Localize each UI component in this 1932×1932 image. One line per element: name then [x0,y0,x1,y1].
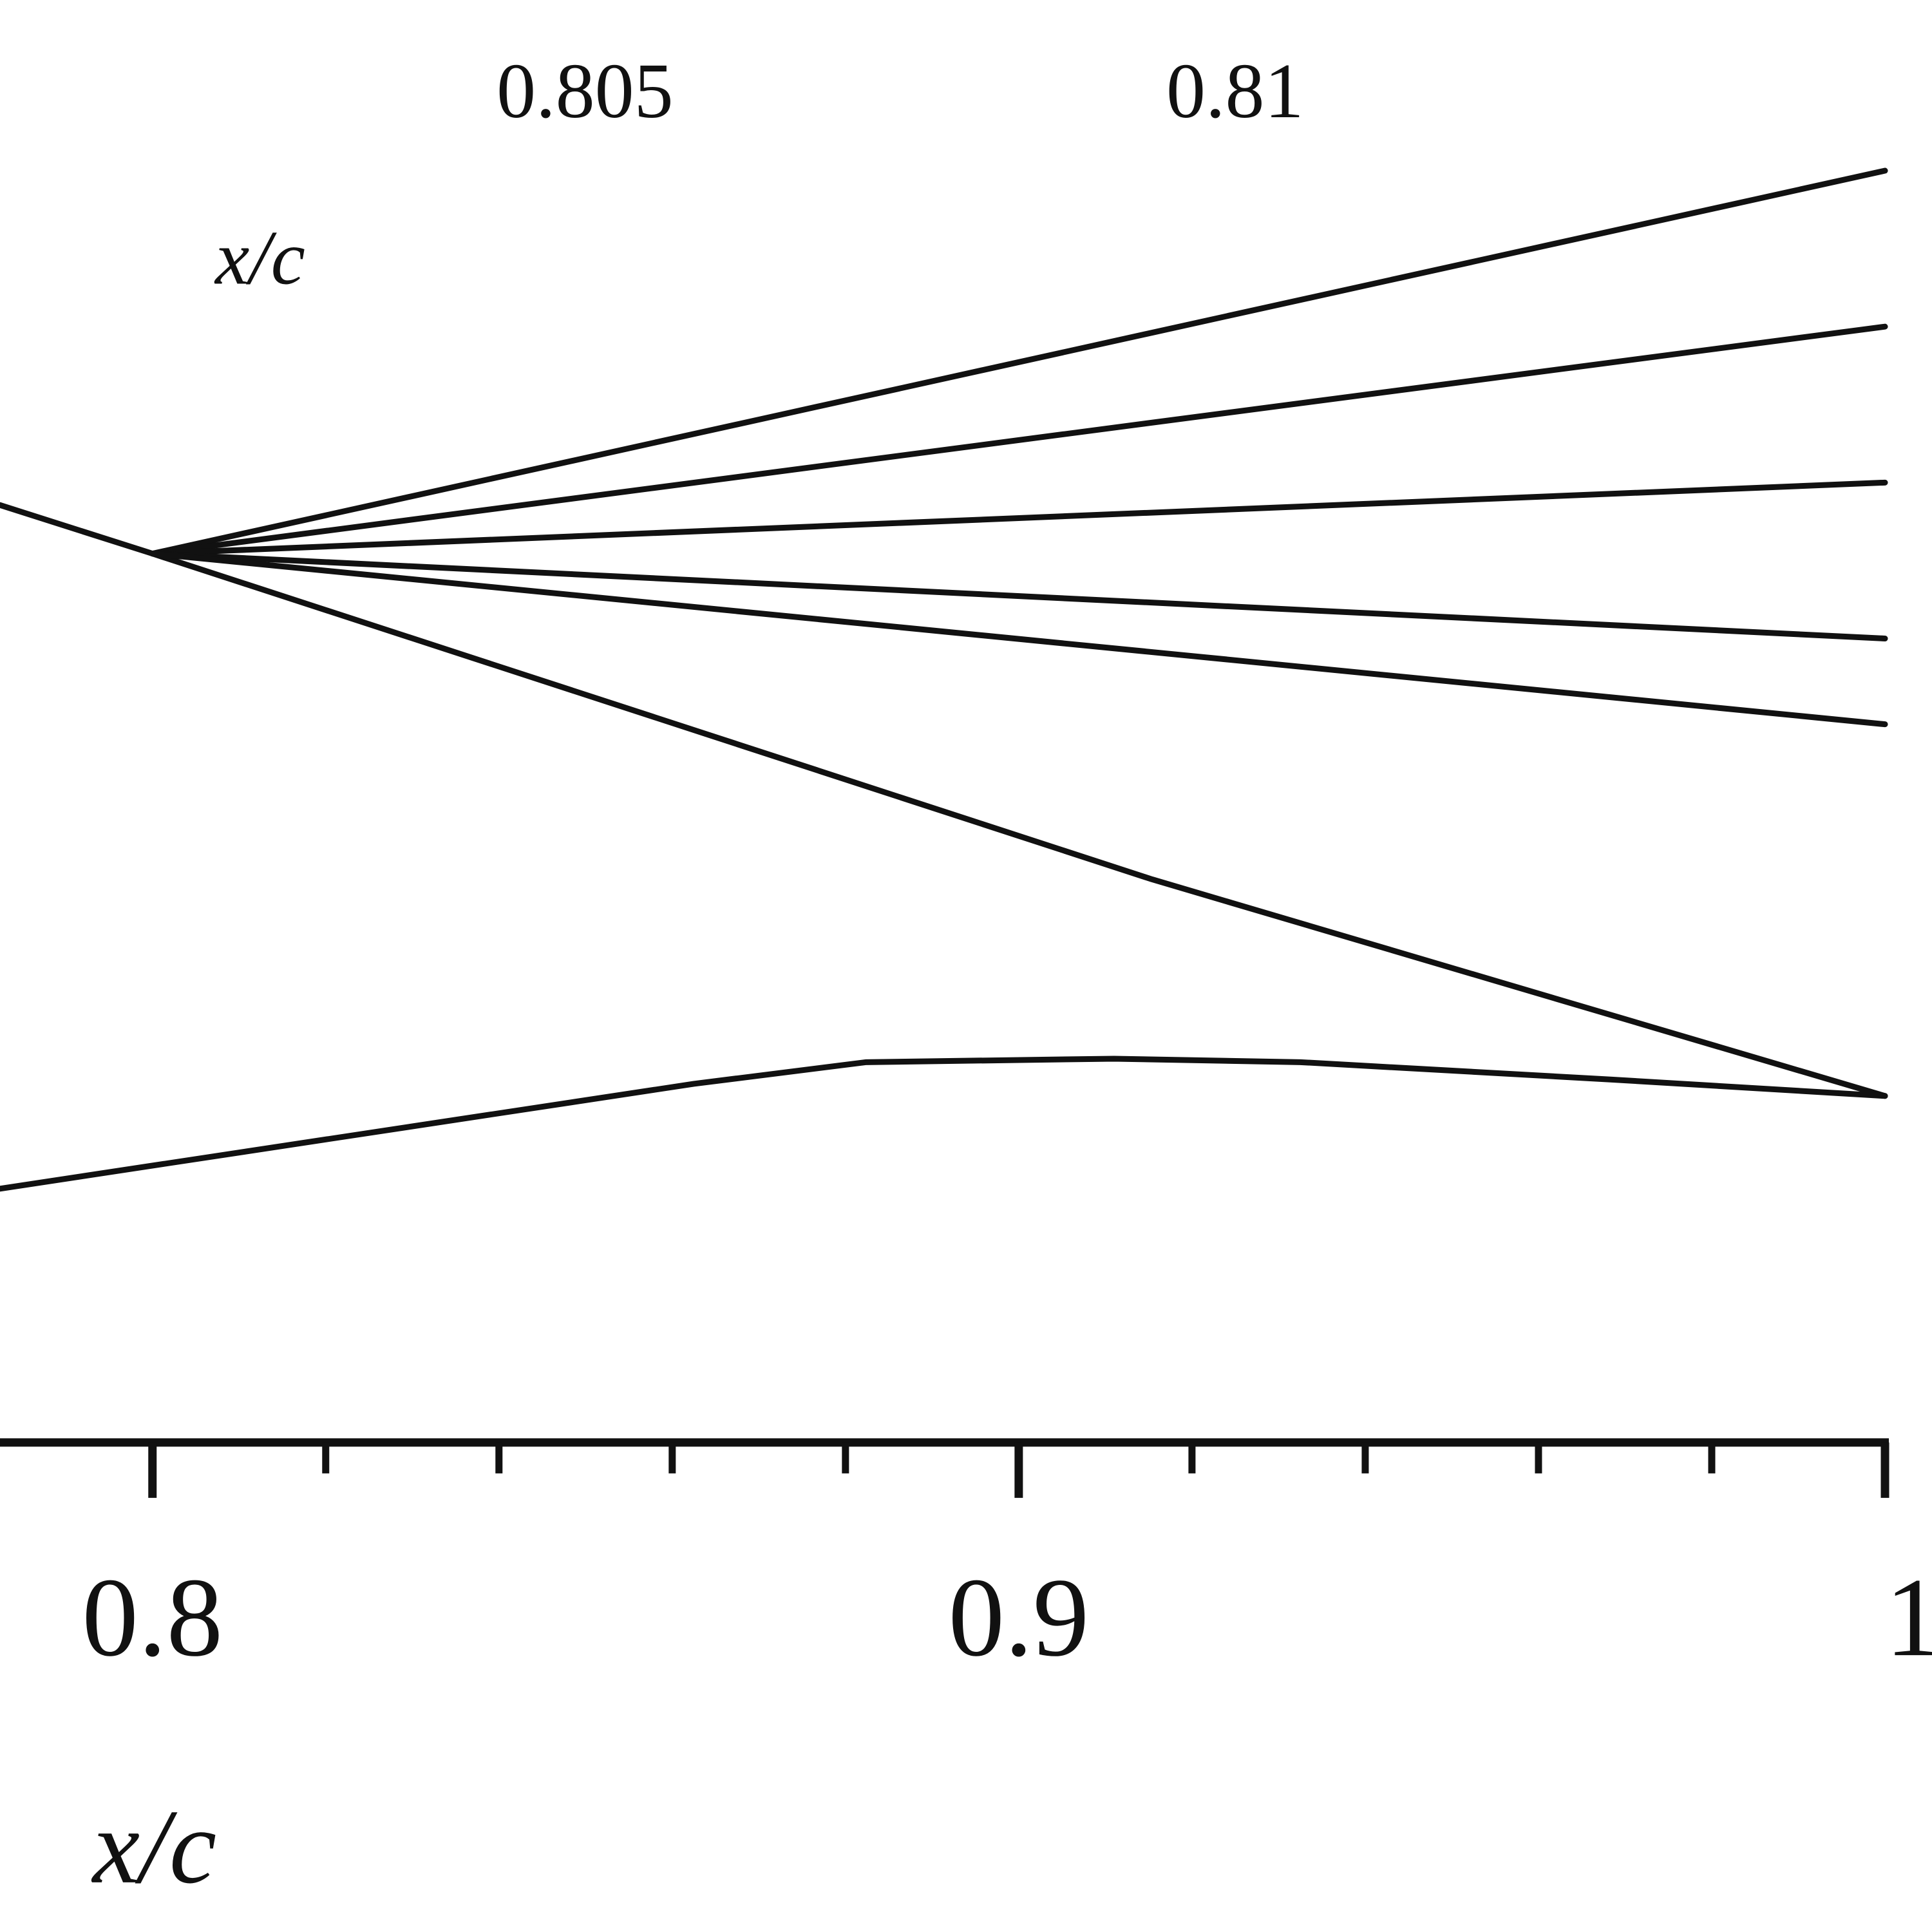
series-line [149,323,1888,557]
top-axis-label: x/c [214,215,305,301]
x-tick-label: 0.8 [82,1555,223,1680]
top-tick-label: 0.81 [1166,48,1304,135]
x-tick-label: 0.9 [948,1555,1089,1680]
x-axis-label: x/c [91,1788,216,1906]
series-line [0,502,1888,1099]
top-tick-label: 0.805 [497,48,674,135]
series-line [149,167,1888,557]
series-line [149,551,1888,728]
x-tick-label: 1 [1885,1555,1932,1680]
series-line [0,1056,1888,1192]
series-line [149,479,1888,557]
series-line [149,551,1888,641]
